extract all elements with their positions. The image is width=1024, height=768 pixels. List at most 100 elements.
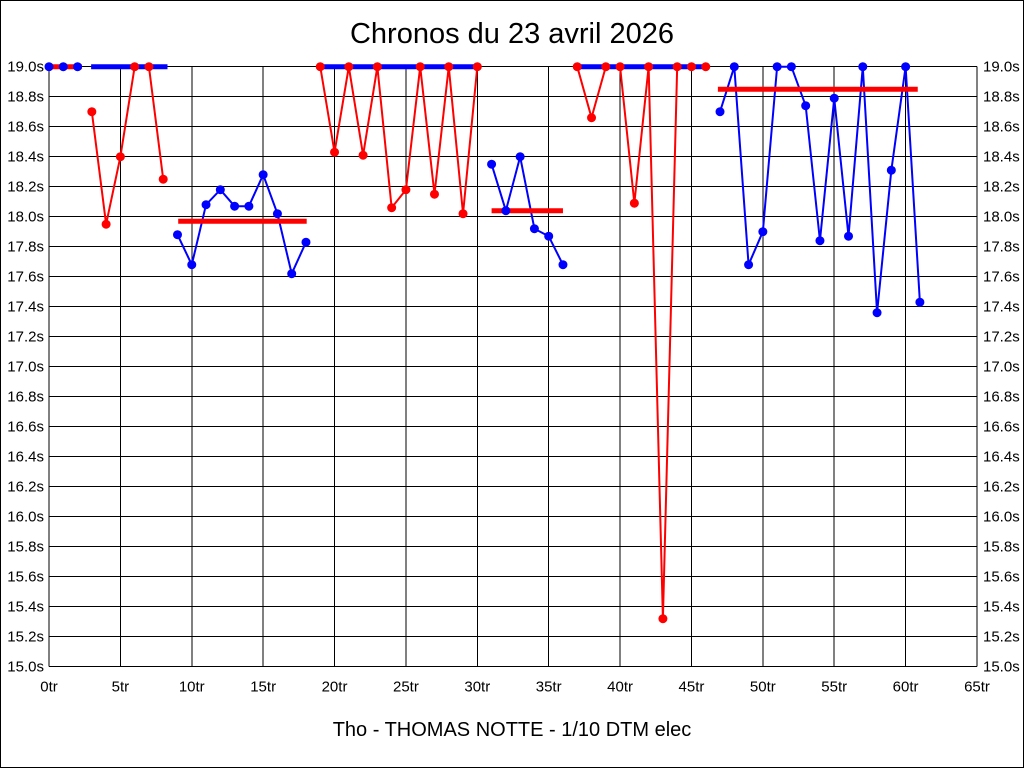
- y-axis-label-right: 15.2s: [983, 629, 1020, 646]
- y-axis-label-right: 18.4s: [983, 149, 1020, 166]
- x-axis-label: 35tr: [536, 679, 562, 696]
- lap-point: [429, 189, 439, 199]
- lap-point: [572, 62, 582, 72]
- y-axis-label-left: 18.2s: [7, 179, 44, 196]
- blue-stint-3-line: [490, 156, 564, 266]
- blue-stint-4-line: [719, 65, 921, 313]
- y-axis-label-right: 16.2s: [983, 479, 1020, 496]
- y-axis-label-right: 16.6s: [983, 419, 1020, 436]
- lap-point: [529, 224, 539, 234]
- lap-point: [330, 147, 340, 157]
- lap-point: [786, 62, 796, 72]
- lap-point: [444, 62, 454, 72]
- data-points-layer: [44, 62, 925, 624]
- lap-point: [844, 231, 854, 241]
- lap-point: [315, 62, 325, 72]
- lap-point: [472, 62, 482, 72]
- y-axis-label-right: 17.0s: [983, 359, 1020, 376]
- lap-point: [615, 62, 625, 72]
- red-stint-3-line: [576, 65, 706, 619]
- lap-point: [501, 206, 511, 216]
- y-axis-label-right: 17.6s: [983, 269, 1020, 286]
- y-axis-label-right: 18.6s: [983, 119, 1020, 136]
- lap-point: [872, 308, 882, 318]
- lap-point: [144, 62, 154, 72]
- y-axis-label-left: 16.6s: [7, 419, 44, 436]
- lap-point: [372, 62, 382, 72]
- x-axis-label: 40tr: [607, 679, 633, 696]
- lap-point: [287, 269, 297, 279]
- y-axis-label-left: 15.6s: [7, 569, 44, 586]
- lap-point: [101, 219, 111, 229]
- lap-point: [272, 209, 282, 219]
- lap-point: [858, 62, 868, 72]
- lap-point: [458, 209, 468, 219]
- lap-point: [187, 260, 197, 270]
- y-axis-label-left: 15.2s: [7, 629, 44, 646]
- lap-point: [915, 297, 925, 307]
- lap-point: [886, 165, 896, 175]
- y-axis-label-right: 19.0s: [983, 59, 1020, 76]
- lap-point: [515, 152, 525, 162]
- y-axis-label-left: 18.8s: [7, 89, 44, 106]
- y-axis-label-right: 17.2s: [983, 329, 1020, 346]
- y-axis-label-left: 17.8s: [7, 239, 44, 256]
- y-axis-label-left: 18.6s: [7, 119, 44, 136]
- lap-point: [686, 62, 696, 72]
- lap-point: [401, 185, 411, 195]
- x-axis-label: 20tr: [322, 679, 348, 696]
- y-axis-label-left: 17.0s: [7, 359, 44, 376]
- x-axis-label: 15tr: [250, 679, 276, 696]
- x-axis-label: 50tr: [750, 679, 776, 696]
- lap-point: [344, 62, 354, 72]
- lap-point: [715, 107, 725, 117]
- y-axis-label-right: 18.2s: [983, 179, 1020, 196]
- y-axis-label-left: 16.2s: [7, 479, 44, 496]
- x-axis-label: 55tr: [821, 679, 847, 696]
- y-axis-label-right: 18.8s: [983, 89, 1020, 106]
- red-stint-2-line: [319, 66, 479, 214]
- y-axis-label-right: 17.4s: [983, 299, 1020, 316]
- lap-point: [387, 203, 397, 213]
- lap-point: [558, 260, 568, 270]
- lap-point: [115, 152, 125, 162]
- x-axis-label: 5tr: [112, 679, 130, 696]
- lap-point: [801, 101, 811, 111]
- lap-point: [901, 62, 911, 72]
- axis-labels-layer: 19.0s 19.0s 18.8s 18.8s 18.6s 18.6s 18.4s 18.4s…: [7, 59, 1019, 696]
- y-axis-label-right: 15.0s: [983, 659, 1020, 676]
- y-axis-label-right: 16.0s: [983, 509, 1020, 526]
- y-axis-label-left: 16.0s: [7, 509, 44, 526]
- flat-lines-layer: [49, 64, 918, 224]
- x-axis-label: 60tr: [893, 679, 919, 696]
- lap-point: [58, 62, 68, 72]
- y-axis-label-left: 16.8s: [7, 389, 44, 406]
- lap-point: [415, 62, 425, 72]
- red-stint-1-line: [90, 65, 165, 225]
- lap-point: [172, 230, 182, 240]
- y-axis-label-left: 18.0s: [7, 209, 44, 226]
- lap-point: [487, 159, 497, 169]
- lap-point: [301, 237, 311, 247]
- x-axis-label: 0tr: [40, 679, 58, 696]
- x-axis-label: 25tr: [393, 679, 419, 696]
- lap-point: [658, 614, 668, 624]
- y-axis-label-right: 18.0s: [983, 209, 1020, 226]
- y-axis-label-left: 15.4s: [7, 599, 44, 616]
- y-axis-label-left: 17.6s: [7, 269, 44, 286]
- lap-point: [201, 200, 211, 210]
- lap-point: [258, 170, 268, 180]
- lap-point: [230, 201, 240, 211]
- lap-point: [672, 62, 682, 72]
- lap-point: [829, 93, 839, 103]
- y-axis-label-left: 18.4s: [7, 149, 44, 166]
- lap-point: [358, 150, 368, 160]
- x-axis-label: 30tr: [464, 679, 490, 696]
- x-axis-label: 10tr: [179, 679, 205, 696]
- lap-point: [815, 236, 825, 246]
- x-axis-label: 65tr: [964, 679, 990, 696]
- lap-point: [44, 62, 54, 72]
- lap-point: [744, 260, 754, 270]
- chart-caption: Tho - THOMAS NOTTE - 1/10 DTM elec: [332, 719, 692, 741]
